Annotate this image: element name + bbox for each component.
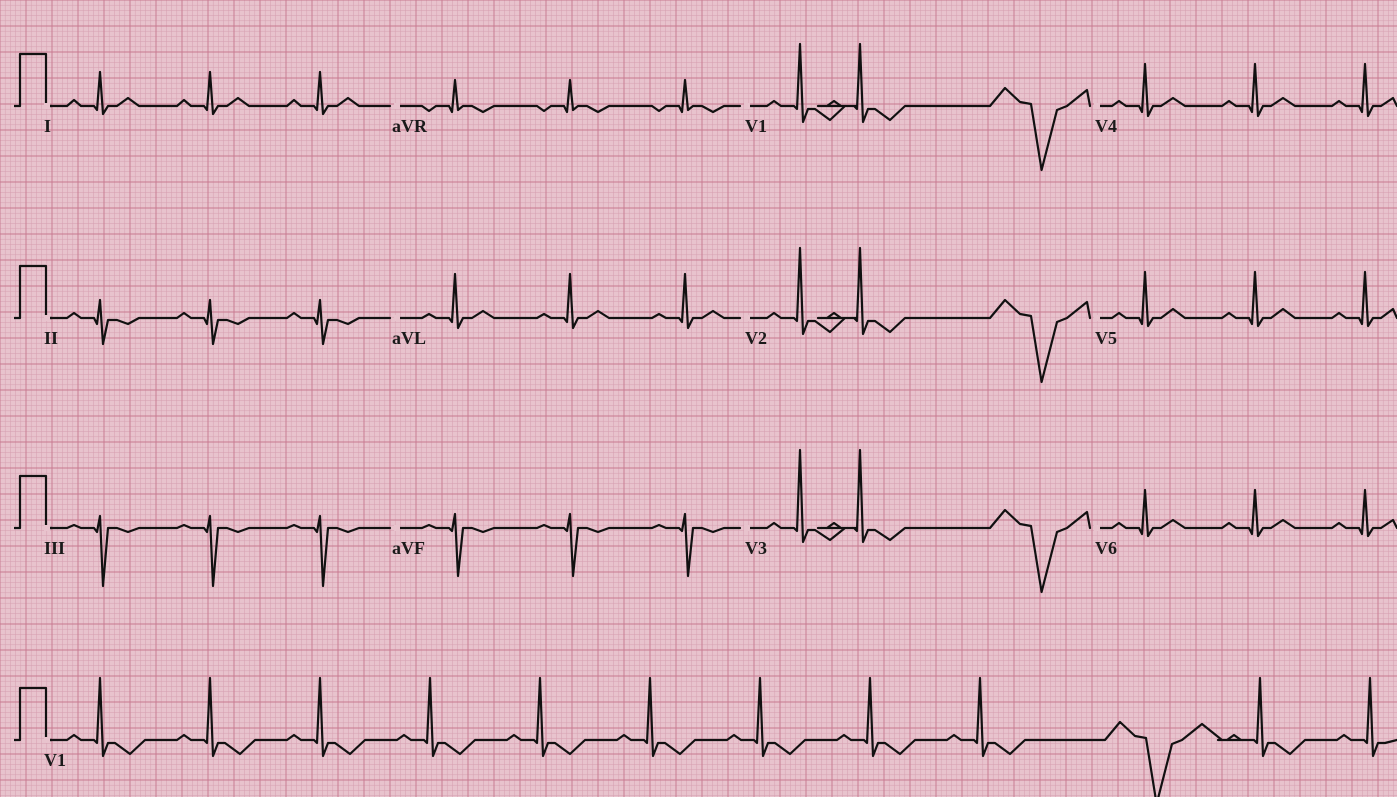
lead-label-aVR: aVR — [392, 116, 428, 136]
lead-label-V5: V5 — [1095, 328, 1117, 348]
ecg-chart: IaVR V1 V4 II aVL V2 V5 III aVF V3 V6 V1 — [0, 0, 1397, 797]
lead-label-V4: V4 — [1095, 116, 1117, 136]
lead-label-aVF: aVF — [392, 538, 425, 558]
lead-label-I: I — [44, 116, 51, 136]
lead-label-V1: V1 — [44, 750, 66, 770]
lead-label-II: II — [44, 328, 58, 348]
lead-label-aVL: aVL — [392, 328, 426, 348]
lead-label-V1: V1 — [745, 116, 767, 136]
lead-label-V3: V3 — [745, 538, 767, 558]
lead-label-V6: V6 — [1095, 538, 1117, 558]
lead-label-III: III — [44, 538, 65, 558]
lead-label-V2: V2 — [745, 328, 767, 348]
